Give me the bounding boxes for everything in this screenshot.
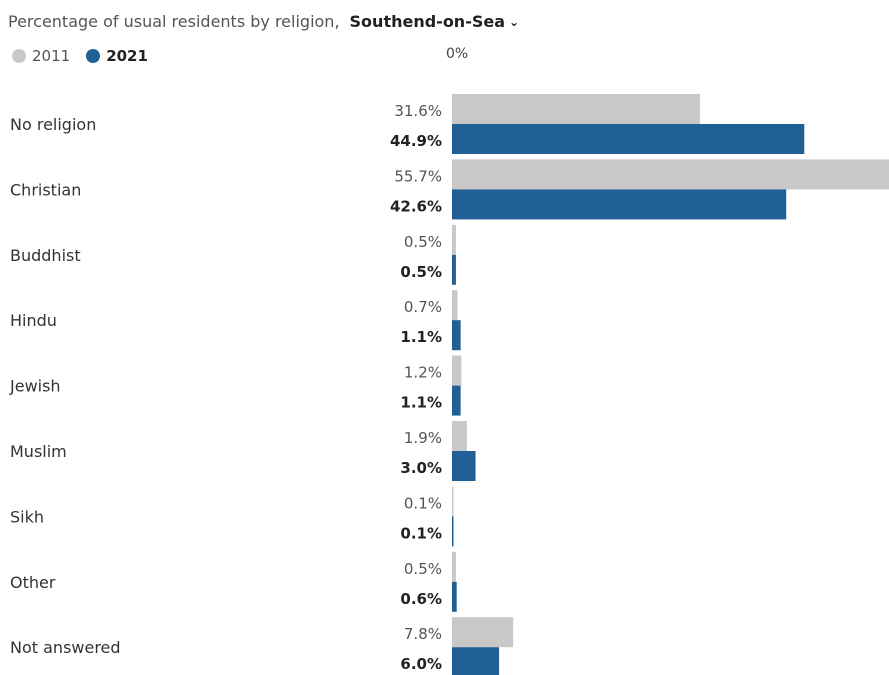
value-label-2011-buddhist: 0.5% [404,233,442,251]
legend-label-2011: 2011 [32,47,71,65]
category-label-christian: Christian [10,180,81,199]
value-label-2021-no-religion: 44.9% [390,132,442,150]
bar-2011-christian [452,159,889,190]
legend-swatch-2021 [86,49,101,63]
value-label-2021-other: 0.6% [400,590,442,608]
chevron-down-icon: ⌄ [509,15,520,29]
bar-2021-jewish [452,385,461,416]
value-label-2011-muslim: 1.9% [404,429,442,447]
axis-zero-label: 0% [446,46,469,62]
bar-2011-not-answered [452,617,514,648]
bar-2021-not-answered [452,647,500,675]
legend-item-2021[interactable]: 2021 [86,47,148,65]
value-label-2011-no-religion: 31.6% [394,102,442,120]
bar-2021-hindu [452,320,461,351]
value-label-2021-christian: 42.6% [390,197,442,215]
value-label-2011-hindu: 0.7% [404,298,442,316]
bar-2011-muslim [452,421,467,451]
bar-2021-other [452,581,457,612]
category-label-buddhist: Buddhist [10,246,81,265]
bar-2011-sikh [452,486,454,517]
bar-2011-other [452,551,456,582]
chart-title-text: Percentage of usual residents by religio… [8,12,340,31]
chart-title: Percentage of usual residents by religio… [8,12,519,31]
legend-swatch-2011 [12,49,26,63]
value-label-2021-hindu: 1.1% [400,328,442,346]
category-label-not-answered: Not answered [10,638,121,657]
bar-2021-sikh [452,516,454,547]
value-label-2011-other: 0.5% [404,560,442,578]
bar-2021-christian [452,189,787,220]
value-label-2011-sikh: 0.1% [404,494,442,512]
value-label-2011-christian: 55.7% [394,167,442,185]
value-label-2021-buddhist: 0.5% [400,263,442,281]
value-label-2021-muslim: 3.0% [400,459,442,477]
bar-2011-no-religion [452,94,700,124]
value-label-2021-not-answered: 6.0% [400,655,442,673]
bar-2021-muslim [452,451,476,481]
value-label-2011-not-answered: 7.8% [404,625,442,643]
legend-item-2011[interactable]: 2011 [12,47,70,65]
category-label-other: Other [10,573,56,592]
bar-2011-buddhist [452,224,456,255]
bar-2021-buddhist [452,254,456,285]
legend: 2011 2021 [12,47,164,65]
category-label-muslim: Muslim [10,442,67,461]
bar-2021-no-religion [452,124,805,154]
category-label-sikh: Sikh [10,507,44,526]
value-label-2011-jewish: 1.2% [404,364,442,382]
bar-2011-jewish [452,355,462,386]
category-label-jewish: Jewish [9,377,61,396]
value-label-2021-jewish: 1.1% [400,394,442,412]
area-name: Southend-on-Sea [349,12,506,31]
category-label-hindu: Hindu [10,311,57,330]
bar-2011-hindu [452,290,458,321]
area-dropdown[interactable]: Southend-on-Sea ⌄ [350,12,520,31]
value-label-2021-sikh: 0.1% [400,524,442,542]
category-label-no-religion: No religion [10,115,96,134]
legend-label-2021: 2021 [106,47,148,65]
